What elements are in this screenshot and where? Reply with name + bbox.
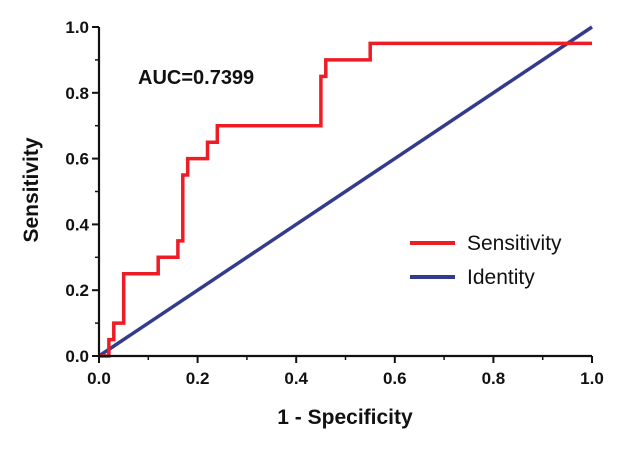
x-tick-label: 0.0	[87, 369, 111, 388]
y-tick-label: 0.6	[65, 150, 89, 169]
x-tick-label: 0.4	[284, 369, 308, 388]
x-axis-title: 1 - Specificity	[277, 406, 413, 429]
auc-annotation: AUC=0.7399	[138, 67, 254, 89]
y-tick-label: 0.4	[65, 215, 89, 234]
legend-label-sensitivity: Sensitivity	[467, 232, 562, 255]
series-line-sensitivity	[99, 41, 592, 358]
x-tick-label: 0.2	[186, 369, 210, 388]
axes	[92, 26, 593, 363]
plot-area	[98, 25, 593, 358]
series-line-identity	[98, 25, 593, 358]
y-tick-label: 0.2	[65, 281, 89, 300]
x-tick-label: 1.0	[580, 369, 604, 388]
x-tick-label: 0.8	[482, 369, 506, 388]
legend-label-identity: Identity	[467, 266, 535, 289]
y-tick-label: 0.0	[65, 347, 89, 366]
y-tick-label: 0.8	[65, 84, 89, 103]
legend: Sensitivity Identity	[410, 232, 562, 289]
y-tick-label: 1.0	[65, 18, 89, 37]
y-axis-title: Sensitivity	[20, 137, 43, 242]
tick-labels: 0.0 0.2 0.4 0.6 0.8 1.0 0.0 0.2 0.4 0.6 0.8 1.0	[65, 18, 603, 388]
x-tick-label: 0.6	[383, 369, 407, 388]
